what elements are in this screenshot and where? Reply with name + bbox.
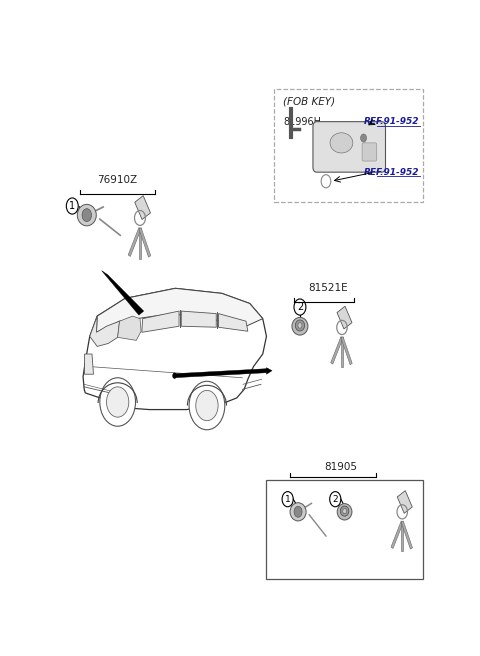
Text: REF.91-952: REF.91-952 [364,117,420,126]
Polygon shape [96,289,263,333]
Bar [266,480,423,579]
Circle shape [294,506,302,518]
Polygon shape [173,369,267,378]
Polygon shape [266,367,272,374]
Polygon shape [341,337,343,367]
Ellipse shape [290,502,306,521]
Polygon shape [128,228,141,256]
Polygon shape [397,491,412,513]
Ellipse shape [292,318,308,335]
Polygon shape [84,354,94,374]
Text: 2: 2 [333,495,338,504]
Circle shape [172,373,177,379]
Polygon shape [142,311,179,333]
Text: 1: 1 [285,495,290,504]
Polygon shape [83,289,266,409]
Ellipse shape [330,133,353,153]
Text: 2: 2 [297,302,303,312]
Circle shape [360,134,367,142]
Text: 81905: 81905 [324,462,357,472]
Circle shape [100,378,135,426]
Bar [274,89,423,203]
Polygon shape [391,521,403,548]
Circle shape [343,508,347,514]
Ellipse shape [295,320,305,331]
Polygon shape [401,522,403,551]
Ellipse shape [340,506,349,516]
Ellipse shape [87,211,91,216]
Polygon shape [139,228,151,257]
Polygon shape [118,316,141,340]
Polygon shape [218,314,248,331]
Circle shape [298,323,302,328]
Text: 81996H: 81996H [283,117,321,127]
Ellipse shape [298,508,302,513]
Text: 76910Z: 76910Z [97,174,138,185]
Polygon shape [139,228,141,259]
Text: REF.91-952: REF.91-952 [364,168,420,176]
Text: (FOB KEY): (FOB KEY) [283,96,336,106]
Polygon shape [90,316,120,346]
Text: 1: 1 [69,201,75,211]
Ellipse shape [77,205,96,226]
Circle shape [107,387,129,417]
FancyBboxPatch shape [313,121,385,172]
Polygon shape [181,311,216,327]
Ellipse shape [337,504,352,520]
Polygon shape [337,306,352,329]
FancyBboxPatch shape [362,143,377,161]
Polygon shape [102,271,144,315]
Circle shape [189,381,225,430]
Polygon shape [401,521,412,549]
Polygon shape [341,337,352,365]
Polygon shape [135,195,151,220]
Circle shape [82,209,92,222]
Circle shape [196,390,218,420]
Polygon shape [331,337,343,364]
Text: 81521E: 81521E [308,283,348,293]
